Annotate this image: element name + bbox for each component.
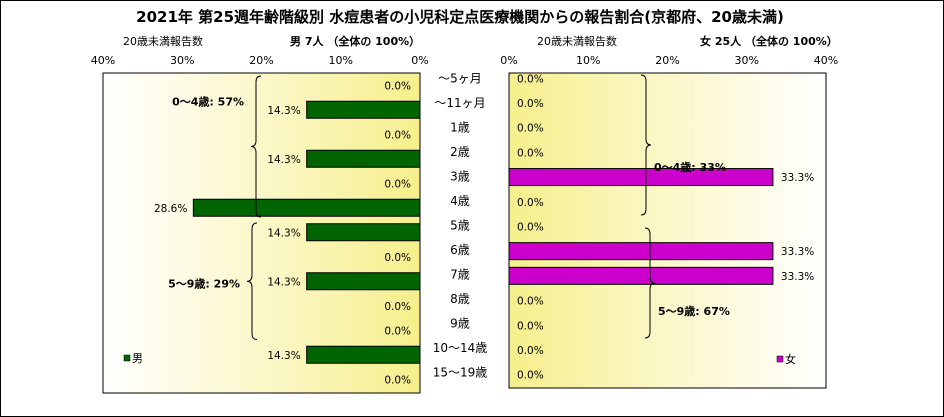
age-category-label: 6歳 [450, 243, 470, 257]
age-category-label: 1歳 [450, 120, 470, 134]
female-value-label: 33.3% [781, 246, 814, 258]
female-legend-label: 女 [785, 352, 796, 366]
male-tick-label: 0% [411, 54, 428, 67]
female-group-bracket [644, 227, 656, 339]
female-group-bracket [640, 74, 652, 216]
female-tick-label: 40% [814, 54, 838, 67]
female-axis-title: 20歳未満報告数 [537, 35, 617, 48]
female-legend-swatch [776, 355, 784, 363]
female-value-label: 0.0% [517, 370, 544, 382]
male-legend-swatch [123, 354, 131, 362]
male-bar [306, 272, 421, 291]
female-value-label: 0.0% [517, 197, 544, 209]
male-legend: 男 [123, 352, 143, 365]
age-category-label: 9歳 [450, 316, 470, 330]
male-value-label: 14.3% [267, 105, 300, 117]
male-value-label: 0.0% [384, 80, 411, 92]
female-value-label: 0.0% [517, 123, 544, 135]
male-value-label: 0.0% [384, 301, 411, 313]
male-value-label: 0.0% [384, 374, 411, 386]
male-tick-label: 10% [329, 54, 353, 67]
female-group-label: 0～4歳: 33% [654, 160, 726, 174]
female-value-label: 0.0% [517, 147, 544, 159]
age-category-labels: ～5ヶ月 ～11ヶ月 1歳 2歳 3歳 4歳 5歳 6歳 7歳 8歳 9歳 10～14歳 15～19歳 [433, 71, 488, 379]
female-tick-label: 20% [655, 54, 679, 67]
female-axis-ticks: 0% 10% 20% 30% 40% [500, 54, 838, 67]
female-value-label: 0.0% [517, 221, 544, 233]
age-group-annotations: 0～4歳: 57% 5～9歳: 29% 0～4歳: 33% 5～9歳: 67% [168, 74, 730, 340]
male-value-label: 0.0% [384, 129, 411, 141]
male-group-label: 5～9歳: 29% [168, 276, 240, 290]
male-group-bracket [250, 75, 262, 218]
male-axis-ticks: 40% 30% 20% 10% 0% [91, 54, 429, 67]
male-value-label: 0.0% [384, 252, 411, 264]
age-category-label: ～5ヶ月 [438, 71, 482, 85]
chart-title: 2021年 第25週年齢階級別 水痘患者の小児科定点医療機関からの報告割合(京都… [136, 8, 784, 26]
age-category-label: 8歳 [450, 292, 470, 306]
male-value-label: 14.3% [267, 276, 300, 288]
male-bars: 0.0% 14.3% 0.0% 14.3% 0.0% 28.6% 14.3% 0.0% 14.3… [154, 80, 421, 386]
male-legend-label: 男 [132, 352, 143, 365]
male-tick-label: 40% [91, 54, 115, 67]
male-tick-label: 30% [170, 54, 194, 67]
male-value-label: 14.3% [267, 227, 300, 239]
female-value-label: 0.0% [517, 98, 544, 110]
female-bar [508, 168, 774, 187]
male-bar [306, 100, 421, 119]
male-value-label: 0.0% [384, 178, 411, 190]
male-bar [306, 223, 421, 242]
male-bar [306, 345, 421, 364]
male-bar [306, 149, 421, 168]
male-header: 男 7人 （全体の 100%） [290, 34, 420, 48]
age-category-label: 10～14歳 [433, 341, 488, 355]
age-category-label: 5歳 [450, 218, 470, 232]
female-value-label: 0.0% [517, 296, 544, 308]
female-bar [508, 242, 774, 261]
female-group-label: 5～9歳: 67% [658, 304, 730, 318]
female-value-label: 0.0% [517, 320, 544, 332]
age-category-label: 15～19歳 [433, 365, 488, 379]
male-value-label: 14.3% [267, 350, 300, 362]
male-value-label: 0.0% [384, 325, 411, 337]
age-category-label: ～11ヶ月 [434, 96, 485, 110]
female-bars: 0.0% 0.0% 0.0% 0.0% 33.3% 0.0% 0.0% 33.3% 33.3% 0… [508, 73, 814, 382]
female-tick-label: 0% [500, 54, 517, 67]
age-category-label: 7歳 [450, 267, 470, 281]
female-value-label: 33.3% [781, 271, 814, 283]
female-value-label: 0.0% [517, 73, 544, 85]
age-category-label: 2歳 [450, 145, 470, 159]
female-value-label: 33.3% [781, 172, 814, 184]
male-bar [192, 198, 421, 217]
female-plot-area [508, 72, 827, 389]
male-group-bracket [246, 222, 258, 340]
female-header: 女 25人 （全体の 100%） [700, 34, 838, 48]
female-bar [508, 266, 774, 285]
male-group-label: 0～4歳: 57% [172, 95, 244, 109]
male-value-label: 14.3% [267, 154, 300, 166]
age-category-label: 4歳 [450, 194, 470, 208]
male-axis-title: 20歳未満報告数 [123, 35, 203, 48]
female-tick-label: 10% [576, 54, 600, 67]
female-tick-label: 30% [735, 54, 759, 67]
female-value-label: 0.0% [517, 345, 544, 357]
male-value-label: 28.6% [154, 203, 187, 215]
male-tick-label: 20% [249, 54, 273, 67]
female-legend: 女 [776, 352, 796, 366]
age-category-label: 3歳 [450, 169, 470, 183]
